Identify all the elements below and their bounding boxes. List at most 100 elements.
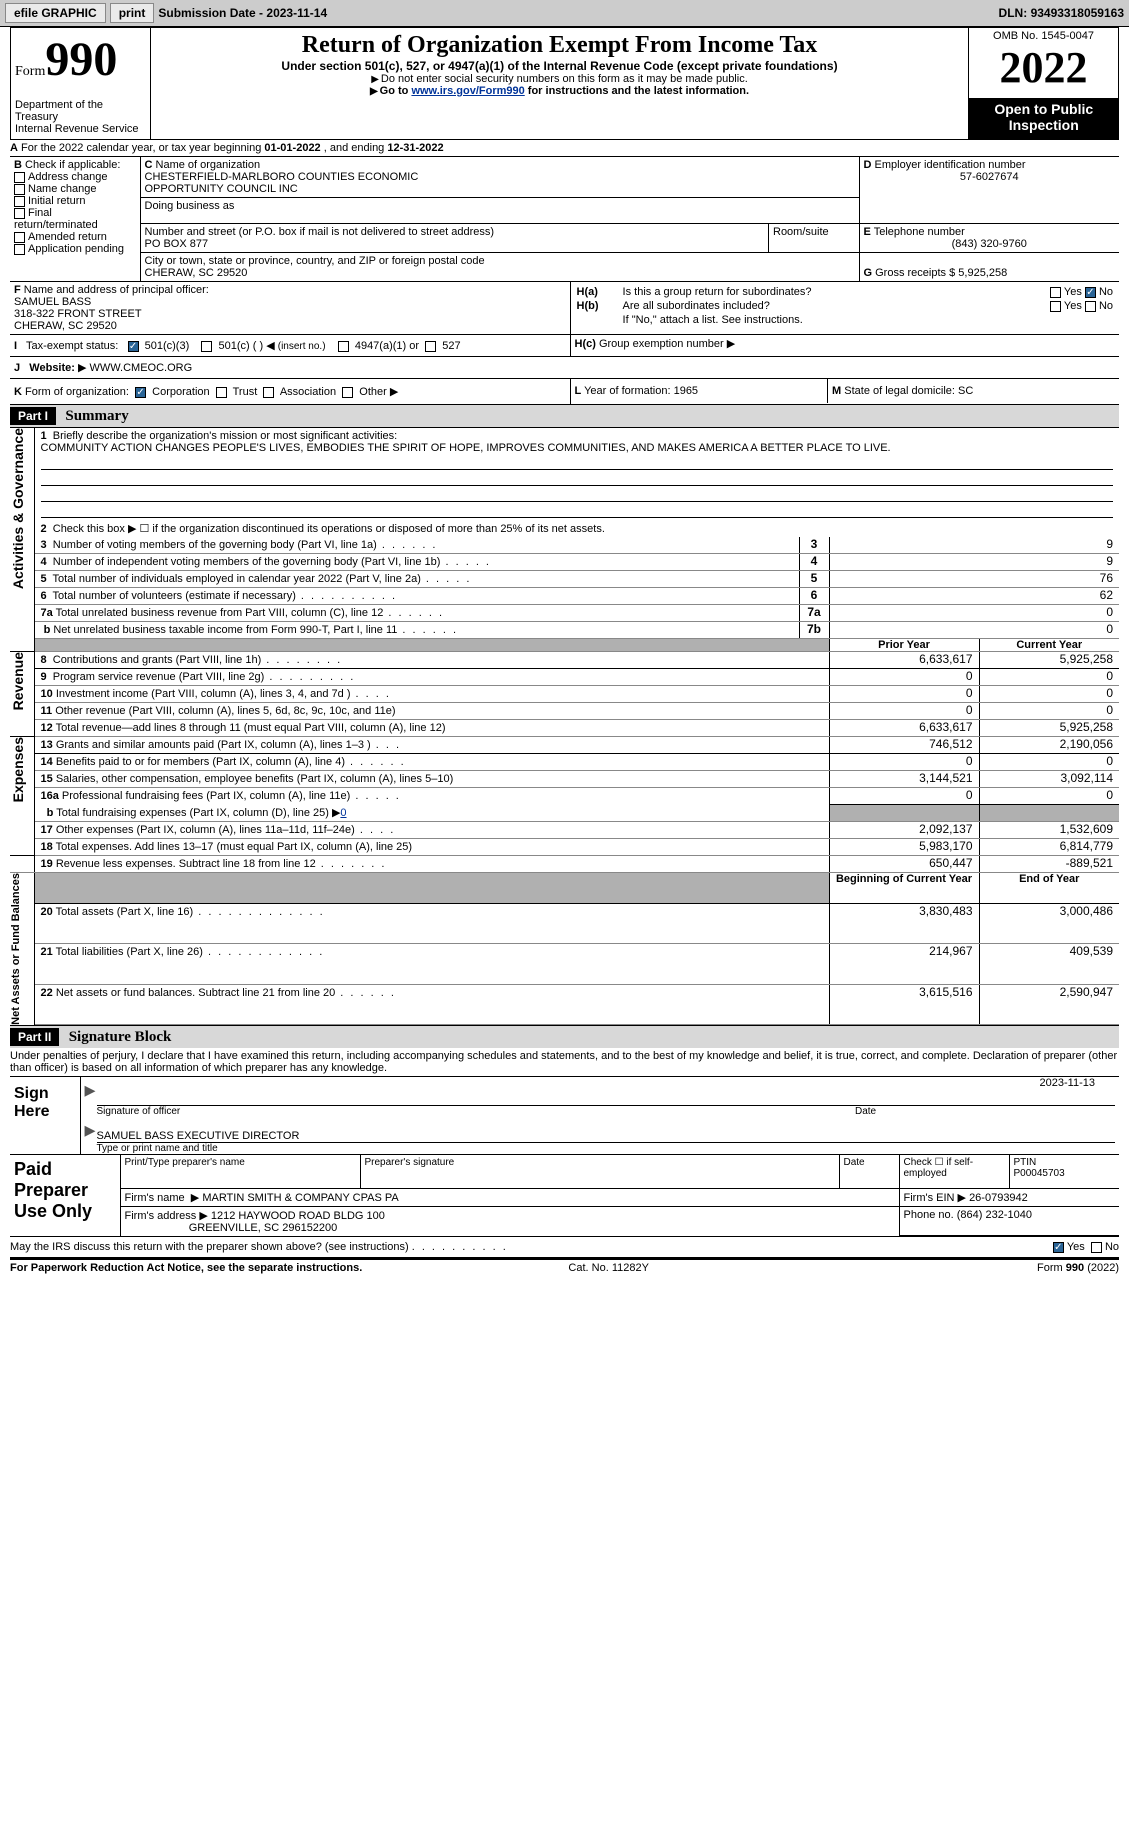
check-trust[interactable] bbox=[216, 387, 227, 398]
e-label: Telephone number bbox=[874, 226, 965, 238]
check-amended[interactable] bbox=[14, 232, 25, 243]
r11-text: Other revenue (Part VIII, column (A), li… bbox=[55, 705, 395, 717]
opt-final: Final return/terminated bbox=[14, 207, 98, 231]
r7a-val: 0 bbox=[829, 605, 1119, 622]
r15-text: Salaries, other compensation, employee b… bbox=[56, 773, 453, 785]
pp-name-label: Print/Type preparer's name bbox=[120, 1155, 360, 1189]
ha-yes[interactable] bbox=[1050, 287, 1061, 298]
m-label: State of legal domicile: bbox=[844, 385, 955, 397]
hb-no[interactable] bbox=[1085, 301, 1096, 312]
r16a-c: 0 bbox=[979, 788, 1119, 805]
date-label: Date bbox=[855, 1105, 1115, 1117]
org-name-1: CHESTERFIELD-MARLBORO COUNTIES ECONOMIC bbox=[145, 171, 419, 183]
section-f: F Name and address of principal officer:… bbox=[10, 282, 570, 335]
r18-text: Total expenses. Add lines 13–17 (must eq… bbox=[56, 841, 412, 853]
pra-notice: For Paperwork Reduction Act Notice, see … bbox=[10, 1262, 362, 1274]
privacy-note: Do not enter social security numbers on … bbox=[155, 73, 964, 85]
r14-p: 0 bbox=[829, 754, 979, 771]
check-name[interactable] bbox=[14, 184, 25, 195]
open-inspection: Open to Public Inspection bbox=[969, 98, 1119, 139]
irs-label: Internal Revenue Service bbox=[15, 123, 146, 135]
part2-label: Part II bbox=[10, 1028, 59, 1046]
discuss-no[interactable] bbox=[1091, 1242, 1102, 1253]
ha-text: Is this a group return for subordinates? bbox=[623, 286, 1001, 298]
check-corp[interactable] bbox=[135, 387, 146, 398]
check-501c3[interactable] bbox=[128, 341, 139, 352]
opt-address: Address change bbox=[28, 171, 108, 183]
firm-name-label: Firm's name bbox=[125, 1192, 185, 1204]
firm-ein: 26-0793942 bbox=[969, 1192, 1028, 1204]
pp-date-label: Date bbox=[839, 1155, 899, 1189]
check-final[interactable] bbox=[14, 208, 25, 219]
omb: OMB No. 1545-0047 bbox=[993, 30, 1094, 42]
line-a: A For the 2022 calendar year, or tax yea… bbox=[10, 140, 1119, 157]
section-activities: Activities & Governance bbox=[10, 428, 26, 589]
check-assoc[interactable] bbox=[263, 387, 274, 398]
ha-no[interactable] bbox=[1085, 287, 1096, 298]
r21-c: 409,539 bbox=[979, 944, 1119, 984]
r10-p: 0 bbox=[829, 686, 979, 703]
r21-p: 214,967 bbox=[829, 944, 979, 984]
dba-row: Doing business as bbox=[140, 198, 859, 224]
ein: 57-6027674 bbox=[864, 171, 1116, 183]
pp-sig-label: Preparer's signature bbox=[360, 1155, 839, 1189]
l-label: Year of formation: bbox=[584, 385, 670, 397]
r20-p: 3,830,483 bbox=[829, 903, 979, 943]
ha-no-label: No bbox=[1099, 286, 1113, 298]
opt-501c3: 501(c)(3) bbox=[145, 340, 190, 352]
sig-off-label: Signature of officer bbox=[97, 1105, 856, 1117]
otp2: Inspection bbox=[1009, 117, 1079, 133]
opt-527: 527 bbox=[442, 340, 460, 352]
otp1: Open to Public bbox=[994, 101, 1093, 117]
section-k: K Form of organization: Corporation Trus… bbox=[10, 379, 570, 405]
r22-p: 3,615,516 bbox=[829, 984, 979, 1024]
topbar: efile GRAPHIC print Submission Date - 20… bbox=[0, 0, 1129, 27]
hdr-end: End of Year bbox=[979, 873, 1119, 904]
check-other[interactable] bbox=[342, 387, 353, 398]
section-net-assets: Net Assets or Fund Balances bbox=[10, 873, 22, 1025]
r17-p: 2,092,137 bbox=[829, 822, 979, 839]
sub-date: 2023-11-14 bbox=[266, 6, 327, 20]
r11-c: 0 bbox=[979, 703, 1119, 720]
hb-yes[interactable] bbox=[1050, 301, 1061, 312]
r15-c: 3,092,114 bbox=[979, 771, 1119, 788]
check-address[interactable] bbox=[14, 172, 25, 183]
r12-c: 5,925,258 bbox=[979, 720, 1119, 737]
print-button[interactable]: print bbox=[110, 3, 155, 23]
irs-link[interactable]: www.irs.gov/Form990 bbox=[411, 85, 524, 97]
r14-c: 0 bbox=[979, 754, 1119, 771]
website: WWW.CMEOC.ORG bbox=[90, 362, 193, 374]
r14-text: Benefits paid to or for members (Part IX… bbox=[56, 756, 345, 768]
check-pending[interactable] bbox=[14, 244, 25, 255]
r16a-p: 0 bbox=[829, 788, 979, 805]
org-name-2: OPPORTUNITY COUNCIL INC bbox=[145, 183, 298, 195]
hdr-current: Current Year bbox=[979, 639, 1119, 652]
check-4947[interactable] bbox=[338, 341, 349, 352]
r15-p: 3,144,521 bbox=[829, 771, 979, 788]
r12-text: Total revenue—add lines 8 through 11 (mu… bbox=[56, 722, 446, 734]
phone: (843) 320-9760 bbox=[864, 238, 1116, 250]
dept-treasury: Department of the Treasury bbox=[15, 99, 146, 123]
check-527[interactable] bbox=[425, 341, 436, 352]
r22-c: 2,590,947 bbox=[979, 984, 1119, 1024]
mission-text: COMMUNITY ACTION CHANGES PEOPLE'S LIVES,… bbox=[41, 442, 891, 454]
opt-501c-hint: (insert no.) bbox=[278, 341, 326, 352]
check-initial[interactable] bbox=[14, 196, 25, 207]
cat-no: Cat. No. 11282Y bbox=[568, 1262, 649, 1274]
opt-corp: Corporation bbox=[152, 386, 209, 398]
r6-text: Total number of volunteers (estimate if … bbox=[53, 590, 296, 602]
r21-text: Total liabilities (Part X, line 26) bbox=[56, 946, 203, 958]
check-501c[interactable] bbox=[201, 341, 212, 352]
typed-label: Type or print name and title bbox=[97, 1143, 1116, 1155]
section-j: J Website: ▶ WWW.CMEOC.ORG bbox=[10, 357, 1119, 379]
form-number: Form990 bbox=[15, 64, 117, 78]
typed-name: SAMUEL BASS EXECUTIVE DIRECTOR bbox=[97, 1117, 1116, 1143]
r19-p: 650,447 bbox=[829, 856, 979, 873]
r16b-val[interactable]: 0 bbox=[340, 807, 346, 819]
discuss-yes[interactable] bbox=[1053, 1242, 1064, 1253]
discuss-yes-label: Yes bbox=[1067, 1241, 1085, 1253]
r9-p: 0 bbox=[829, 669, 979, 686]
r22-text: Net assets or fund balances. Subtract li… bbox=[56, 987, 335, 999]
r11-p: 0 bbox=[829, 703, 979, 720]
hb-note: If "No," attach a list. See instructions… bbox=[623, 314, 1113, 326]
